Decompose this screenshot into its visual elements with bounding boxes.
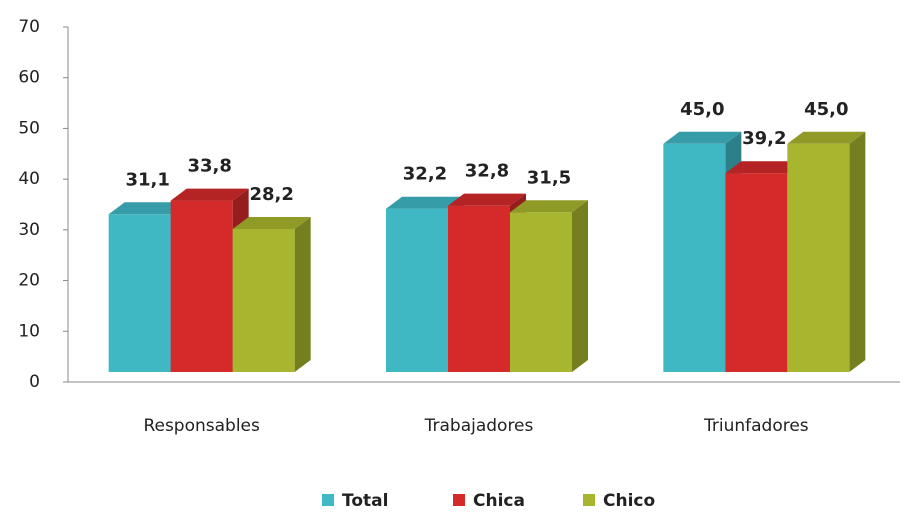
y-tick-label: 40 <box>18 169 40 189</box>
y-tick-label: 20 <box>18 271 40 291</box>
bar-top <box>170 188 249 201</box>
legend-label: Chica <box>473 491 525 511</box>
bar <box>787 143 850 372</box>
bar-top <box>510 200 588 213</box>
legend-swatch <box>583 494 595 506</box>
bar-side <box>294 216 311 372</box>
data-label: 32,2 <box>403 164 447 185</box>
bar <box>725 173 788 372</box>
legend-label: Chico <box>603 491 655 511</box>
data-label: 45,0 <box>804 99 848 120</box>
y-tick-label: 70 <box>18 17 40 37</box>
x-tick-label: Trabajadores <box>424 416 534 436</box>
bar-top <box>663 131 742 144</box>
bar-top <box>787 131 866 144</box>
y-tick-label: 0 <box>29 372 40 392</box>
bar <box>108 214 171 372</box>
bar <box>170 200 233 372</box>
y-tick-label: 30 <box>18 220 40 240</box>
legend-swatch <box>453 494 465 506</box>
y-tick-label: 10 <box>18 321 40 341</box>
data-label: 45,0 <box>680 99 724 120</box>
bar <box>448 205 510 372</box>
bar-side <box>849 131 866 372</box>
bar-top <box>725 161 804 174</box>
data-label: 31,5 <box>527 167 571 188</box>
data-label: 39,2 <box>742 128 786 149</box>
bar-top <box>386 196 464 209</box>
bar <box>386 208 448 372</box>
y-tick-label: 50 <box>18 118 40 138</box>
legend-swatch <box>322 494 334 506</box>
bar-top <box>232 216 311 229</box>
legend-label: Total <box>342 491 388 511</box>
bar-side <box>572 200 588 372</box>
bar <box>663 143 726 372</box>
x-tick-label: Responsables <box>143 416 260 436</box>
x-tick-label: Triunfadores <box>703 416 809 436</box>
data-label: 33,8 <box>187 156 231 177</box>
bar-top <box>108 202 187 215</box>
y-tick-label: 60 <box>18 68 40 88</box>
data-label: 32,8 <box>465 161 509 182</box>
data-label: 28,2 <box>249 184 293 205</box>
bar-top <box>448 193 526 206</box>
data-label: 31,1 <box>125 169 169 190</box>
bar <box>510 212 572 372</box>
bar <box>232 228 295 372</box>
